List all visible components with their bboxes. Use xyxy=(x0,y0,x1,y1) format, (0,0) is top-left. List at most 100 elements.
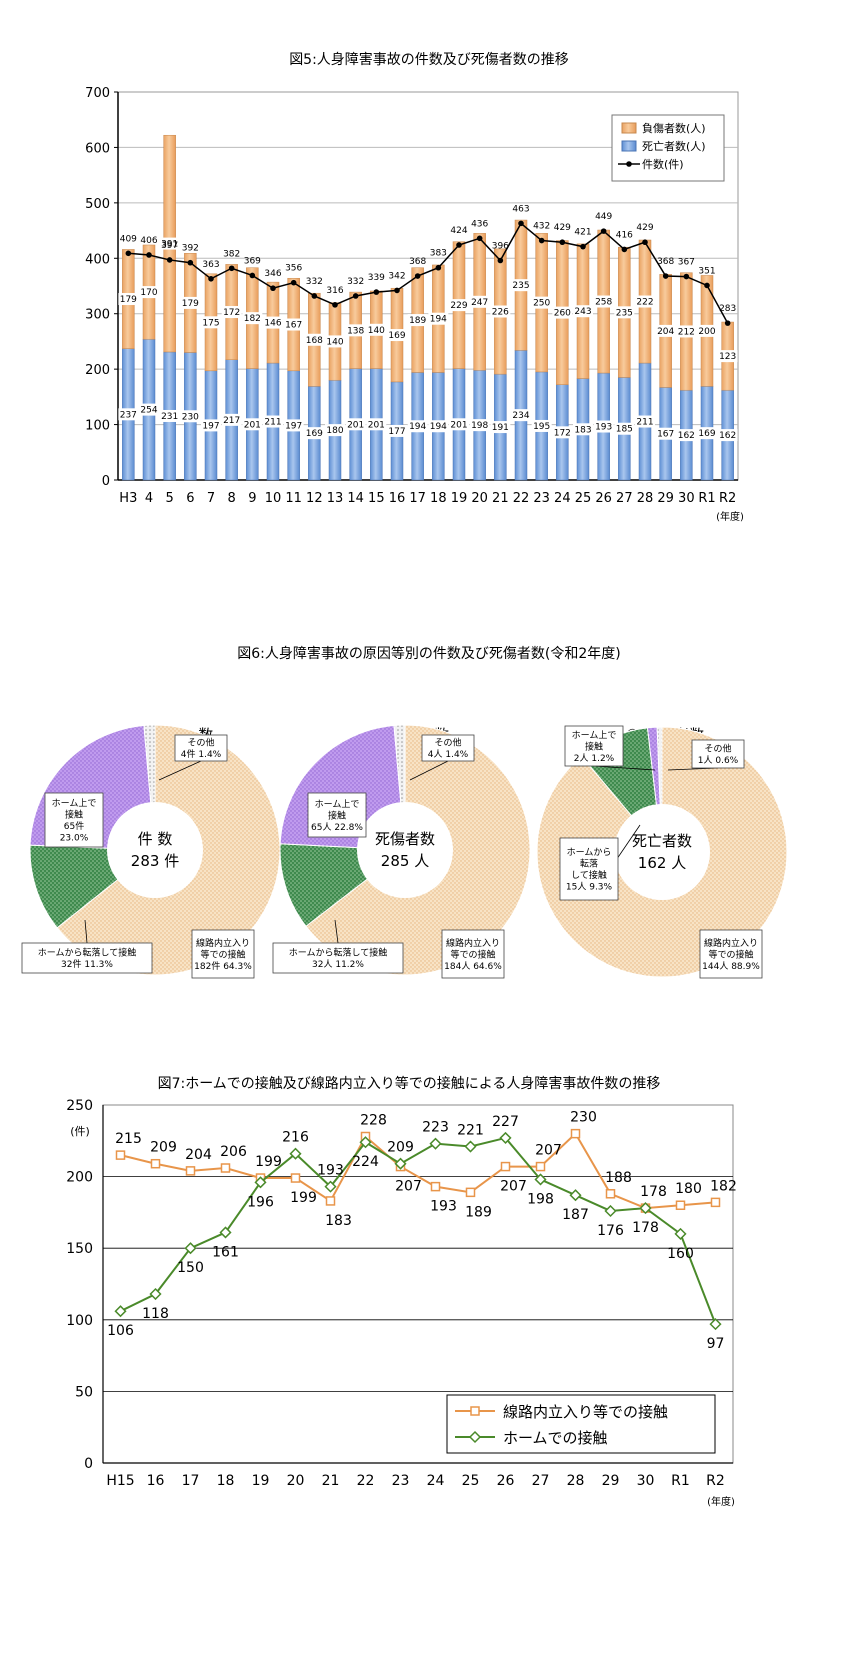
label-bg xyxy=(449,299,469,312)
bar-death-label: 167 xyxy=(657,430,674,440)
data-label: 228 xyxy=(360,1113,387,1129)
y-tick-label: 400 xyxy=(85,252,110,267)
count-label: 383 xyxy=(430,249,447,259)
callout-text: 65件 xyxy=(64,820,84,832)
label-bg xyxy=(345,324,366,337)
point-count-27 xyxy=(621,246,628,253)
x-tick-label: 14 xyxy=(347,491,364,506)
x-tick-label: 16 xyxy=(147,1473,165,1489)
label-bg xyxy=(531,419,552,432)
x-tick-label: 20 xyxy=(287,1473,305,1489)
point-count-6 xyxy=(187,259,194,266)
x-tick-label: 18 xyxy=(430,491,447,506)
label-bg xyxy=(697,427,717,440)
callout-text: 等での接触 xyxy=(450,948,495,960)
point-count-H3 xyxy=(125,250,132,257)
label-bg xyxy=(201,419,221,432)
callout-text: その他 xyxy=(704,743,731,755)
callout-box xyxy=(699,929,763,979)
x-tick-label: 28 xyxy=(567,1473,585,1489)
label-bg xyxy=(490,421,511,434)
point-trackside-17 xyxy=(185,1166,196,1176)
point-count-11 xyxy=(290,279,297,286)
callout-pointer xyxy=(409,760,449,781)
x-tick-label: 21 xyxy=(322,1473,340,1489)
point-trackside-16 xyxy=(150,1158,161,1169)
legend-label-injured: 負傷者数(人) xyxy=(642,121,706,135)
count-label: 369 xyxy=(244,256,261,266)
callout-text: ホームから転落して接触 xyxy=(289,947,387,959)
label-bg xyxy=(263,415,283,428)
bar-death-label: 231 xyxy=(161,412,178,422)
x-tick-label: 27 xyxy=(616,491,633,506)
point-count-16 xyxy=(394,287,400,294)
callout-text: その他 xyxy=(187,737,214,749)
y-tick-label: 100 xyxy=(66,1313,93,1329)
data-label: 189 xyxy=(465,1204,492,1220)
label-bg xyxy=(159,409,180,422)
x-tick-label: 4 xyxy=(145,491,153,506)
label-bg xyxy=(407,420,428,433)
callout-text: 接触 xyxy=(328,809,346,821)
data-label: 182 xyxy=(710,1178,737,1194)
bar-death-label: 169 xyxy=(306,429,323,439)
data-label: 193 xyxy=(317,1163,344,1179)
line-trackside xyxy=(120,1132,716,1210)
legend-marker-trackside xyxy=(470,1406,480,1416)
point-count-24 xyxy=(559,239,566,246)
callout-box xyxy=(307,792,367,838)
point-trackside-27 xyxy=(535,1161,546,1172)
count-label: 432 xyxy=(533,222,550,232)
count-label: 342 xyxy=(388,271,405,281)
donut-hole xyxy=(357,802,453,898)
point-platform-28 xyxy=(569,1189,582,1202)
data-label: 209 xyxy=(150,1140,177,1156)
x-tick-label: 19 xyxy=(252,1473,270,1489)
point-platform-25 xyxy=(464,1140,477,1153)
count-label: 356 xyxy=(285,264,302,274)
bar-death-label: 191 xyxy=(492,423,509,433)
point-trackside-H15 xyxy=(115,1150,126,1160)
x-tick-label: 15 xyxy=(368,491,385,506)
label-bg xyxy=(159,237,180,250)
point-platform-23 xyxy=(394,1157,407,1170)
bar-death-label: 201 xyxy=(347,420,364,430)
data-label: 97 xyxy=(707,1336,725,1352)
label-bg xyxy=(573,305,593,318)
x-tick-label: 13 xyxy=(327,491,344,506)
x-tick-label: H3 xyxy=(119,491,137,506)
bar-death-label: 197 xyxy=(202,421,219,431)
bar-injured-label: 167 xyxy=(285,321,302,331)
x-tick-label: 21 xyxy=(492,491,509,506)
bar-injured-label: 222 xyxy=(636,298,653,308)
x-tick-label: 18 xyxy=(217,1473,235,1489)
legend: 負傷者数(人) 死亡者数(人) 件数(件) xyxy=(611,114,725,182)
point-count-19 xyxy=(456,242,462,248)
label-bg xyxy=(614,422,635,435)
point-count-17 xyxy=(414,273,421,279)
x-unit-label: (年度) xyxy=(707,1495,735,1508)
x-tick-label: R1 xyxy=(671,1473,690,1489)
data-label: 161 xyxy=(212,1244,239,1260)
callout-text: 1人 0.6% xyxy=(698,755,739,766)
x-tick-label: 12 xyxy=(306,491,323,506)
bar-injured-label: 168 xyxy=(306,336,323,346)
label-bg xyxy=(469,419,490,432)
callout-text: ホームから転落して接触 xyxy=(38,947,136,959)
count-label: 424 xyxy=(450,226,467,236)
callout-text: 等での接触 xyxy=(200,948,245,960)
callout-text: 接触 xyxy=(65,809,83,821)
label-bg xyxy=(490,305,511,318)
point-trackside-29 xyxy=(605,1189,616,1199)
point-platform-29 xyxy=(604,1204,617,1218)
x-tick-label: 23 xyxy=(533,491,550,506)
data-label: 204 xyxy=(185,1147,212,1163)
label-bg xyxy=(407,314,428,327)
callout-text: 32件 11.3% xyxy=(61,958,113,970)
x-tick-label: 5 xyxy=(166,491,174,506)
x-tick-label: 29 xyxy=(657,491,674,506)
point-trackside-21 xyxy=(325,1196,336,1206)
count-label: 392 xyxy=(182,244,199,254)
